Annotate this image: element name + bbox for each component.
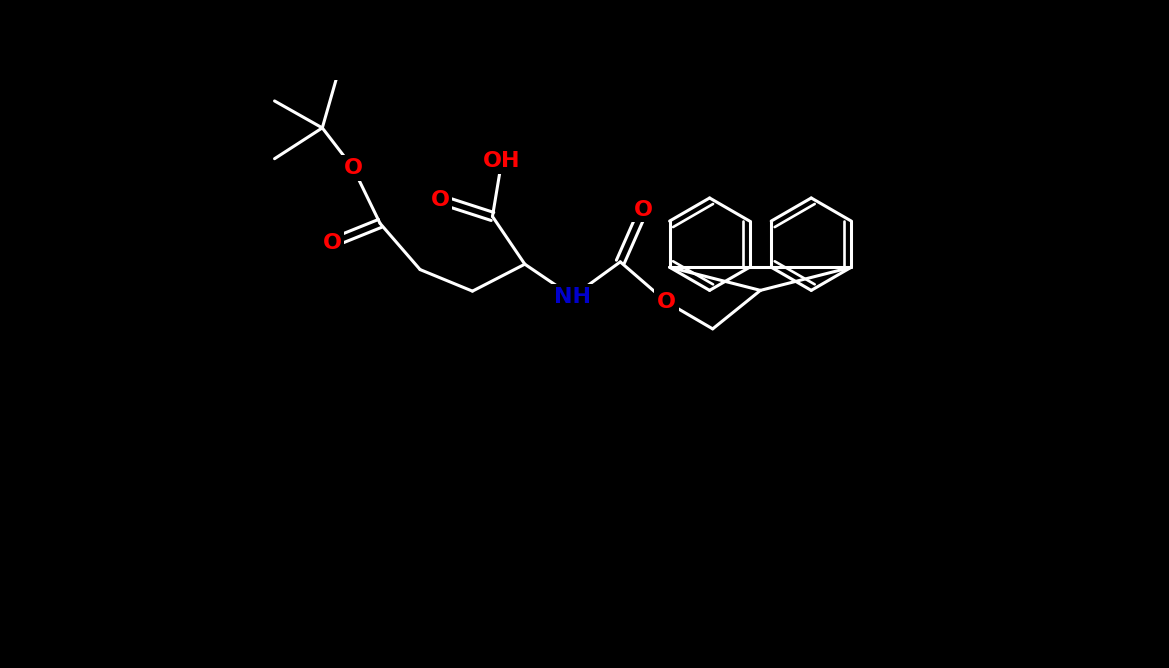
Text: O: O bbox=[430, 190, 450, 210]
Text: O: O bbox=[323, 232, 341, 253]
Text: O: O bbox=[344, 158, 362, 178]
Text: NH: NH bbox=[554, 287, 592, 307]
Text: O: O bbox=[657, 292, 676, 312]
Text: O: O bbox=[634, 200, 653, 220]
Text: OH: OH bbox=[483, 151, 520, 171]
Text: O: O bbox=[344, 158, 362, 178]
Text: O: O bbox=[657, 292, 676, 312]
Text: O: O bbox=[430, 190, 450, 210]
Text: O: O bbox=[323, 232, 341, 253]
Text: NH: NH bbox=[554, 287, 592, 307]
Text: O: O bbox=[634, 200, 653, 220]
Text: OH: OH bbox=[483, 151, 520, 171]
